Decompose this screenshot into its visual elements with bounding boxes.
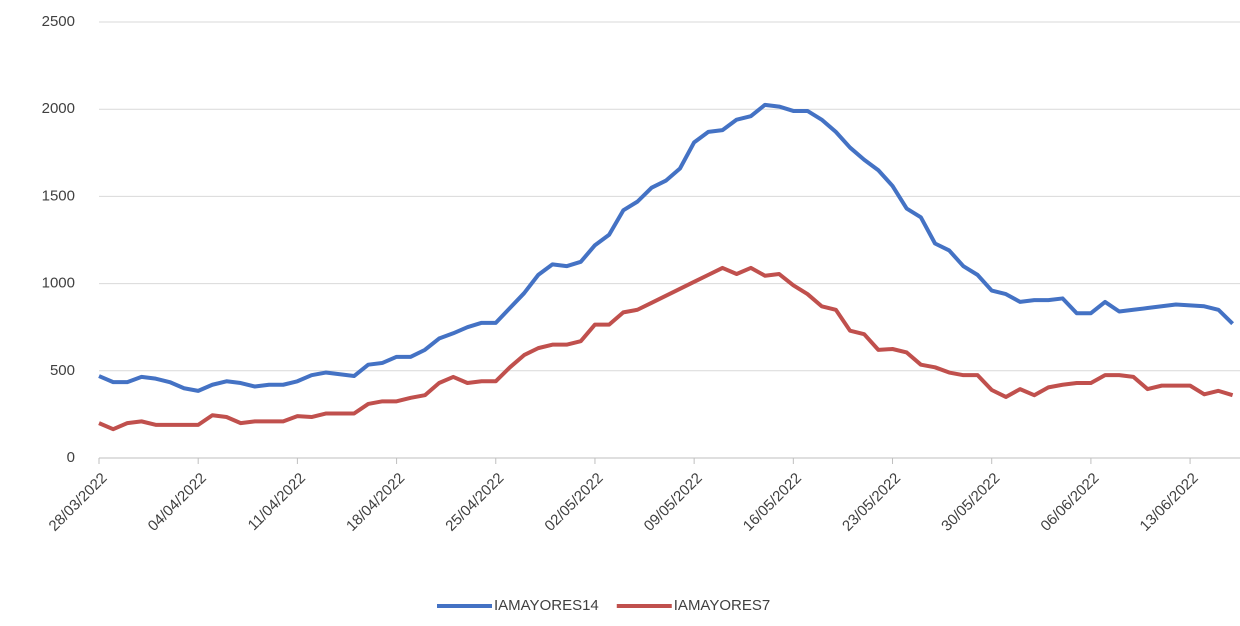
- legend-label: IAMAYORES7: [674, 597, 770, 614]
- x-tick-label: 02/05/2022: [541, 470, 606, 535]
- legend-label: IAMAYORES14: [494, 597, 599, 614]
- x-tick-label: 09/05/2022: [641, 470, 706, 535]
- y-tick-label: 1000: [42, 275, 75, 292]
- y-tick-label: 2000: [42, 100, 75, 117]
- x-tick-label: 23/05/2022: [839, 470, 904, 535]
- y-tick-label: 0: [67, 449, 75, 466]
- x-tick-label: 28/03/2022: [46, 470, 111, 535]
- line-series: [98, 102, 1235, 393]
- x-tick-label: 04/04/2022: [145, 470, 210, 535]
- x-tick-label: 06/06/2022: [1037, 470, 1102, 535]
- x-tick-label: 30/05/2022: [938, 470, 1003, 535]
- x-tick-label: 13/06/2022: [1137, 470, 1202, 535]
- y-tick-label: 1500: [42, 187, 75, 204]
- x-tick-label: 25/04/2022: [442, 470, 507, 535]
- y-tick-label: 2500: [42, 13, 75, 30]
- line-series: [98, 265, 1234, 432]
- y-tick-label: 500: [50, 362, 75, 379]
- x-tick-label: 16/05/2022: [740, 470, 805, 535]
- x-tick-label: 18/04/2022: [343, 470, 408, 535]
- x-tick-label: 11/04/2022: [245, 470, 309, 534]
